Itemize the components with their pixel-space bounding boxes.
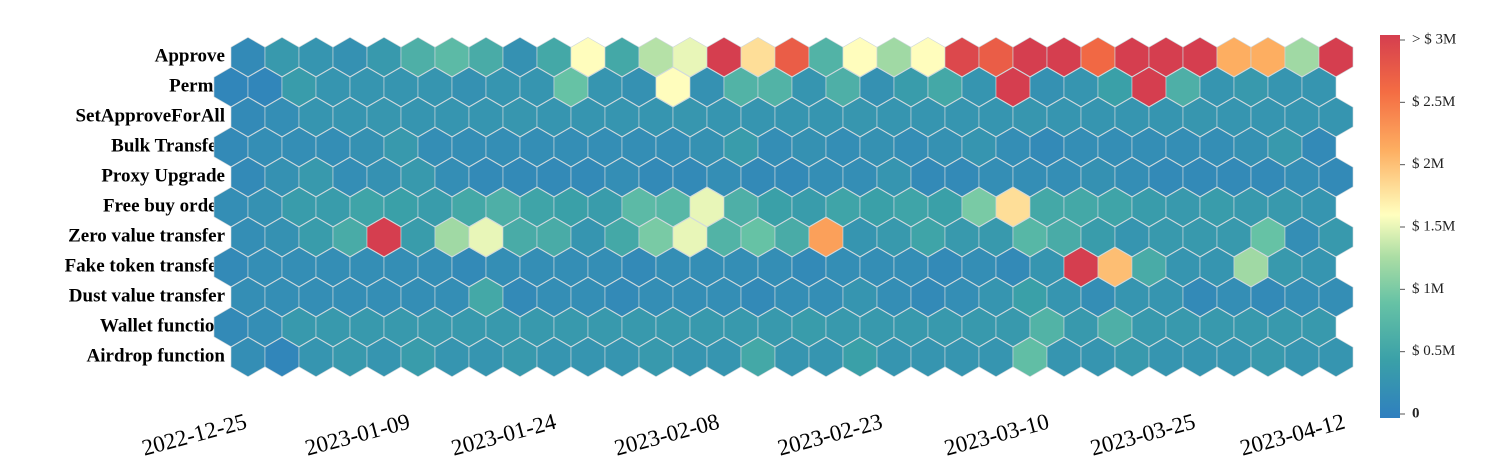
x-tick-label: 2023-02-23 xyxy=(775,409,885,461)
x-tick-label: 2023-03-10 xyxy=(942,409,1052,461)
x-tick-label: 2023-01-09 xyxy=(302,409,412,461)
row-label: Proxy Upgrade xyxy=(101,165,225,186)
x-tick-label: 2023-04-12 xyxy=(1237,409,1347,461)
hex-cell xyxy=(1301,307,1337,347)
row-label: Zero value transfer xyxy=(68,225,225,246)
x-tick-label: 2023-02-08 xyxy=(612,409,722,461)
hex-cell xyxy=(1301,247,1337,287)
colorbar-label: $ 1.5M xyxy=(1412,218,1455,234)
hex-cell xyxy=(1318,97,1354,137)
row-label: SetApproveForAll xyxy=(75,105,225,126)
x-tick-label: 2023-03-25 xyxy=(1088,409,1198,461)
hex-cell xyxy=(1318,217,1354,257)
hex-cell xyxy=(1318,157,1354,197)
colorbar-label: $ 1M xyxy=(1412,281,1444,297)
hex-cell xyxy=(1318,277,1354,317)
row-label: Bulk Transfer xyxy=(111,135,225,156)
x-tick-label: 2022-12-25 xyxy=(139,409,249,461)
hex-cell xyxy=(1318,337,1354,377)
row-label: Free buy order xyxy=(103,195,226,216)
x-tick-label: 2023-01-24 xyxy=(449,409,560,461)
row-label: Fake token transfer xyxy=(65,255,226,276)
colorbar xyxy=(1380,35,1400,418)
hex-cell xyxy=(1318,37,1354,77)
colorbar-label: 0 xyxy=(1412,405,1420,421)
hex-cell xyxy=(1301,187,1337,227)
row-label: Permit xyxy=(169,75,226,96)
colorbar-label: $ 0.5M xyxy=(1412,343,1455,359)
row-label: Approve xyxy=(155,45,225,66)
row-label: Wallet function xyxy=(100,315,226,336)
row-label: Dust value transfer xyxy=(69,285,226,306)
colorbar-label: $ 2.5M xyxy=(1412,94,1455,110)
colorbar-label: $ 2M xyxy=(1412,156,1444,172)
colorbar-label: > $ 3M xyxy=(1412,31,1456,47)
hex-cell xyxy=(1301,67,1337,107)
hex-cell xyxy=(1301,127,1337,167)
row-label: Airdrop function xyxy=(87,345,226,366)
